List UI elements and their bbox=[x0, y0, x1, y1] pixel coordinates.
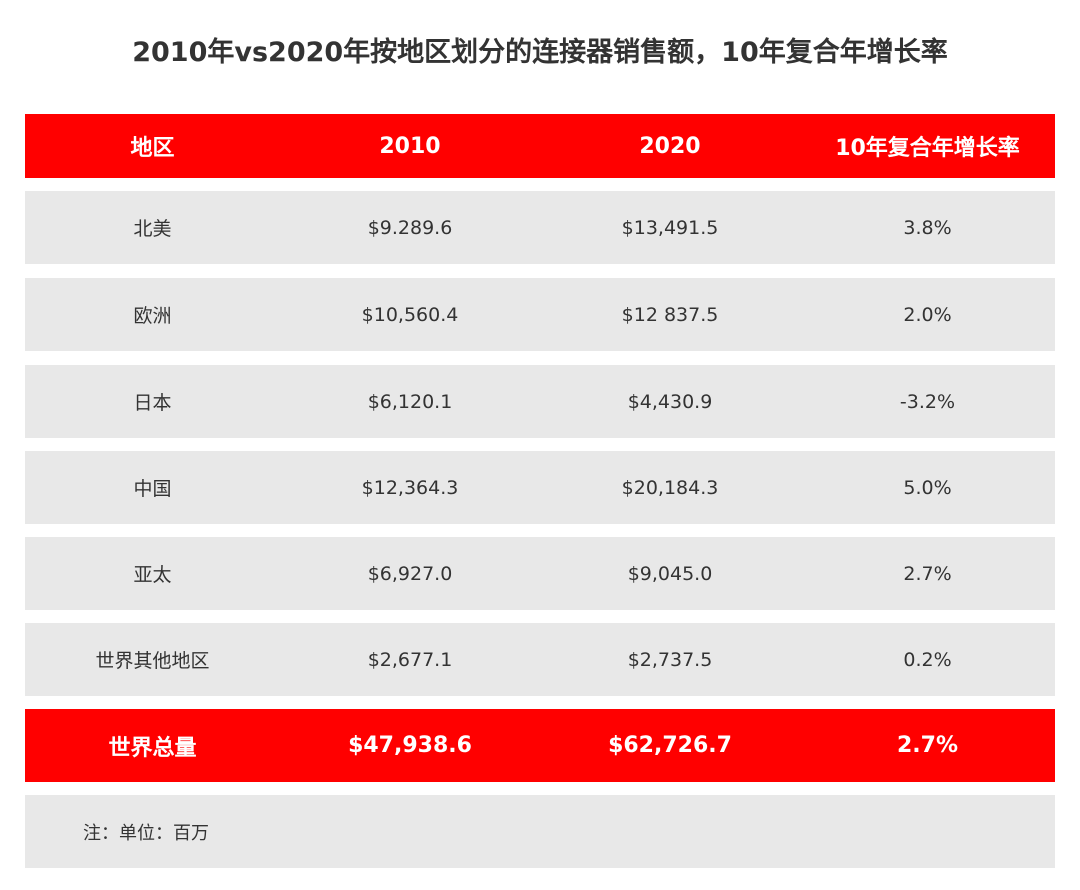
header-2020: 2020 bbox=[639, 133, 701, 159]
cell-region: 北美 bbox=[133, 218, 172, 240]
table-row: 亚太 $6,927.0 $9,045.0 2.7% bbox=[25, 537, 1055, 610]
total-2020: $62,726.7 bbox=[608, 733, 732, 758]
cell-2010: $9.289.6 bbox=[367, 216, 453, 239]
cell-cagr: 3.8% bbox=[903, 216, 952, 239]
cell-region: 世界其他地区 bbox=[95, 650, 210, 672]
table-row: 日本 $6,120.1 $4,430.9 -3.2% bbox=[25, 365, 1055, 438]
cell-cagr: 2.0% bbox=[903, 303, 952, 326]
cell-2020: $13,491.5 bbox=[621, 216, 719, 239]
cell-region: 欧洲 bbox=[133, 305, 172, 327]
cell-2020: $20,184.3 bbox=[621, 476, 719, 499]
cell-region: 亚太 bbox=[133, 564, 172, 586]
total-cagr: 2.7% bbox=[896, 733, 958, 758]
table-row: 世界其他地区 $2,677.1 $2,737.5 0.2% bbox=[25, 623, 1055, 696]
cell-2020: $4,430.9 bbox=[627, 390, 713, 413]
cell-2010: $2,677.1 bbox=[367, 648, 453, 671]
table-row: 欧洲 $10,560.4 $12 837.5 2.0% bbox=[25, 278, 1055, 351]
cell-2020: $9,045.0 bbox=[627, 562, 713, 585]
total-region: 世界总量 bbox=[108, 735, 197, 761]
cell-cagr: -3.2% bbox=[899, 390, 956, 413]
cell-2010: $12,364.3 bbox=[361, 476, 459, 499]
header-region: 地区 bbox=[130, 136, 175, 161]
cell-2010: $6,927.0 bbox=[367, 562, 453, 585]
footnote-text: 注：单位：百万 bbox=[83, 822, 209, 844]
cell-cagr: 5.0% bbox=[903, 476, 952, 499]
cell-2020: $2,737.5 bbox=[627, 648, 713, 671]
cell-cagr: 2.7% bbox=[903, 562, 952, 585]
table-row: 北美 $9.289.6 $13,491.5 3.8% bbox=[25, 191, 1055, 264]
total-2010: $47,938.6 bbox=[348, 733, 472, 758]
cell-2010: $6,120.1 bbox=[367, 390, 453, 413]
cell-region: 日本 bbox=[133, 392, 172, 414]
cell-2010: $10,560.4 bbox=[361, 303, 459, 326]
cell-cagr: 0.2% bbox=[903, 648, 952, 671]
cell-2020: $12 837.5 bbox=[621, 303, 719, 326]
cell-region: 中国 bbox=[133, 478, 172, 500]
footnote: 注：单位：百万 bbox=[25, 795, 1055, 868]
table-row: 中国 $12,364.3 $20,184.3 5.0% bbox=[25, 451, 1055, 524]
page-title: 2010年vs2020年按地区划分的连接器销售额，10年复合年增长率 bbox=[132, 37, 948, 68]
header-2010: 2010 bbox=[379, 133, 441, 159]
table-header: 地区 2010 2020 10年复合年增长率 bbox=[25, 114, 1055, 178]
table-total-row: 世界总量 $47,938.6 $62,726.7 2.7% bbox=[25, 709, 1055, 782]
header-cagr: 10年复合年增长率 bbox=[835, 136, 1020, 161]
